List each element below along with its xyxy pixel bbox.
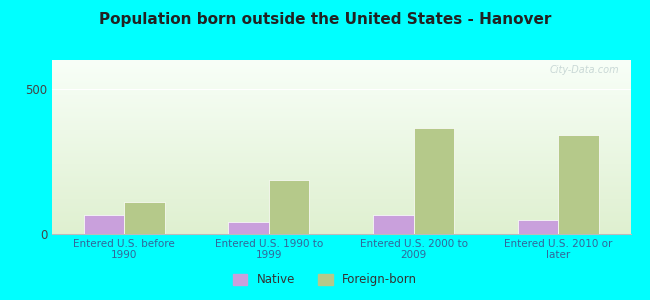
Bar bbox=[413, 128, 454, 234]
Bar bbox=[84, 215, 124, 234]
Bar bbox=[228, 222, 269, 234]
Bar bbox=[558, 135, 599, 234]
Legend: Native, Foreign-born: Native, Foreign-born bbox=[228, 269, 422, 291]
Bar bbox=[269, 180, 309, 234]
Bar bbox=[124, 202, 165, 234]
Bar bbox=[373, 215, 413, 234]
Bar bbox=[517, 220, 558, 234]
Text: Population born outside the United States - Hanover: Population born outside the United State… bbox=[99, 12, 551, 27]
Text: City-Data.com: City-Data.com bbox=[549, 65, 619, 75]
